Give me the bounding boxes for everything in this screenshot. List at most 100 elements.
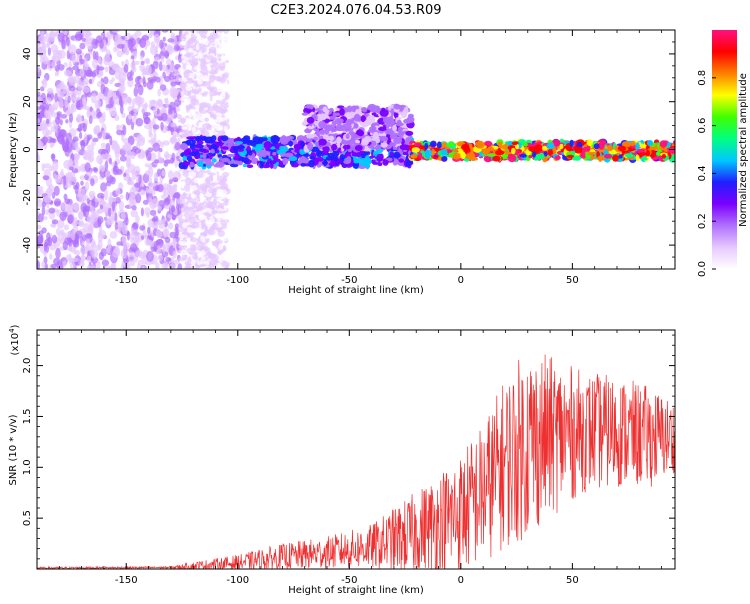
spectrogram-blob bbox=[137, 97, 143, 107]
spectrogram-blob bbox=[119, 194, 124, 199]
spectrogram-blob bbox=[212, 198, 217, 205]
spectrogram-blob bbox=[191, 112, 198, 117]
spectrogram-blob bbox=[157, 254, 164, 262]
spectrogram-blob bbox=[155, 229, 163, 238]
spectrogram-blob bbox=[133, 108, 140, 113]
spectrogram-blob bbox=[75, 230, 83, 239]
spectrogram-blob bbox=[191, 98, 200, 106]
spectrogram-blob bbox=[64, 232, 72, 238]
spectrogram-blob bbox=[152, 124, 160, 130]
spectrogram-blob bbox=[97, 71, 104, 76]
spectrogram-blob bbox=[62, 84, 68, 95]
spectrogram-blob bbox=[191, 185, 198, 191]
spectrogram-blob bbox=[196, 259, 203, 266]
spectrogram-blob bbox=[123, 172, 127, 177]
spectrogram-blob bbox=[309, 155, 316, 160]
spectrogram-blob bbox=[369, 117, 376, 124]
spectrogram-blob bbox=[397, 126, 403, 132]
spectrogram-blob bbox=[157, 88, 161, 97]
spectrogram-blob bbox=[354, 139, 360, 144]
spectrogram-blob bbox=[208, 153, 213, 160]
spectrogram-blob bbox=[164, 204, 170, 210]
spectrogram-blob bbox=[207, 228, 214, 235]
spectrogram-blob bbox=[300, 163, 307, 167]
spectrogram-blob bbox=[127, 135, 135, 146]
colorbar-tick-label: 0.2 bbox=[697, 213, 708, 229]
spectrogram-blob bbox=[88, 245, 94, 252]
spectrogram-blob bbox=[104, 66, 109, 73]
spectrogram-blob bbox=[197, 87, 202, 93]
spectrogram-blob bbox=[158, 61, 163, 72]
spectrogram-blob bbox=[215, 117, 223, 123]
spectrogram-blob bbox=[38, 35, 47, 43]
spectrogram-blob bbox=[234, 141, 243, 144]
spectrogram-blob bbox=[219, 35, 224, 39]
spectrogram-blob bbox=[97, 216, 104, 225]
y-tick-label: -40 bbox=[22, 237, 33, 253]
spectrogram-blob bbox=[130, 209, 138, 218]
spectrogram-blob bbox=[204, 117, 209, 123]
spectrogram-blob bbox=[276, 149, 284, 155]
spectrogram-blob bbox=[302, 153, 311, 157]
spectrogram-blob bbox=[184, 97, 191, 105]
spectrogram-blob bbox=[532, 151, 536, 158]
spectrogram-blob bbox=[131, 98, 135, 109]
spectrogram-blob bbox=[547, 148, 554, 156]
spectrogram-blob bbox=[342, 144, 351, 150]
spectrogram-blob bbox=[191, 63, 198, 67]
spectrogram-blob bbox=[130, 121, 135, 130]
spectrogram-blob bbox=[149, 30, 153, 36]
spectrogram-blob bbox=[185, 119, 193, 126]
spectrogram-blob bbox=[187, 58, 196, 63]
spectrogram-blob bbox=[403, 118, 412, 124]
spectrogram-blob bbox=[163, 228, 169, 238]
spectrogram-blob bbox=[187, 216, 194, 220]
spectrogram-blob bbox=[209, 111, 214, 118]
spectrogram-blob bbox=[250, 157, 259, 165]
spectrogram-blob bbox=[144, 124, 151, 129]
spectrogram-marks bbox=[37, 30, 675, 269]
spectrogram-blob bbox=[189, 237, 198, 243]
spectrogram-blob bbox=[127, 76, 134, 81]
spectrogram-blob bbox=[208, 188, 216, 194]
spectrogram-blob bbox=[182, 105, 187, 114]
y-tick-label: 1.5 bbox=[22, 408, 33, 424]
spectrogram-blob bbox=[219, 129, 226, 135]
spectrogram-blob bbox=[218, 43, 224, 51]
spectrogram-blob bbox=[170, 81, 177, 87]
x-tick-label: -150 bbox=[115, 575, 138, 586]
spectrogram-blob bbox=[658, 155, 663, 162]
spectrogram-blob bbox=[67, 214, 74, 224]
spectrogram-blob bbox=[441, 148, 448, 156]
spectrogram-blob bbox=[183, 70, 190, 78]
spectrogram-blob bbox=[214, 63, 220, 70]
spectrogram-blob bbox=[190, 193, 197, 199]
spectrogram-blob bbox=[181, 192, 188, 197]
spectrogram-blob bbox=[390, 108, 395, 114]
spectrogram-blob bbox=[197, 78, 203, 85]
spectrogram-blob bbox=[411, 147, 420, 153]
spectrogram-blob bbox=[139, 37, 147, 48]
spectrogram-blob bbox=[184, 53, 191, 57]
spectrogram-blob bbox=[152, 75, 157, 82]
spectrogram-blob bbox=[431, 148, 436, 156]
spectrogram-blob bbox=[199, 30, 207, 38]
spectrogram-blob bbox=[118, 221, 124, 229]
spectrogram-blob bbox=[156, 108, 160, 115]
spectrogram-blob bbox=[279, 145, 285, 151]
spectrogram-blob bbox=[361, 107, 368, 113]
spectrogram-blob bbox=[131, 205, 137, 211]
spectrogram-blob bbox=[371, 159, 376, 164]
spectrogram-blob bbox=[114, 115, 120, 121]
snr-panel: -150 -100 -50 0 50 0.5 1.0 1.5 2.0 Height of str… bbox=[8, 324, 676, 596]
spectrogram-blob bbox=[167, 222, 174, 230]
spectrogram-blob bbox=[208, 260, 218, 267]
spectrogram-blob bbox=[132, 222, 139, 230]
spectrogram-blob bbox=[65, 132, 72, 144]
spectrogram-blob bbox=[184, 216, 189, 224]
spectrogram-blob bbox=[111, 30, 120, 33]
spectrogram-blob bbox=[199, 58, 204, 63]
spectrogram-blob bbox=[69, 262, 76, 269]
spectrogram-blob bbox=[174, 142, 181, 151]
spectrogram-ylabel: Frequency (Hz) bbox=[8, 112, 19, 188]
